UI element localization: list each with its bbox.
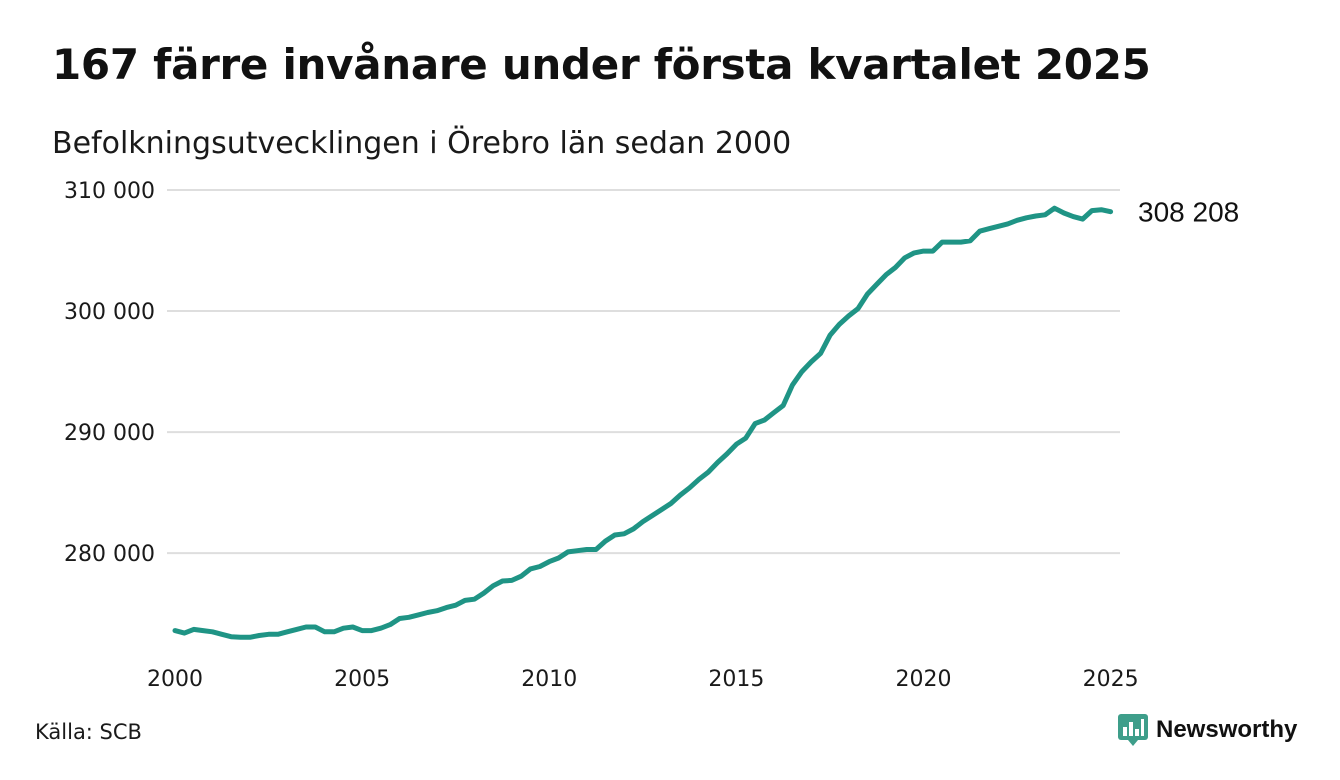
y-tick-label: 280 000 [64,542,155,567]
x-tick-label: 2015 [708,667,764,692]
end-value-label: 308 208 [1138,197,1239,228]
plot-area [172,205,1114,640]
y-tick-label: 290 000 [64,421,155,446]
x-tick-label: 2025 [1083,667,1139,692]
x-tick-label: 2005 [334,667,390,692]
chart-subtitle: Befolkningsutvecklingen i Örebro län sed… [52,126,792,161]
y-tick-label: 300 000 [64,300,155,325]
x-tick-label: 2000 [147,667,203,692]
x-tick-label: 2020 [896,667,952,692]
source-note: Källa: SCB [35,720,142,744]
population-line [172,205,1114,640]
x-axis: 2000 2005 2010 2015 2020 2025 [147,667,1139,692]
brand-name: Newsworthy [1156,716,1298,743]
gridlines [167,189,1120,555]
newsworthy-logo-icon [1118,714,1148,746]
x-tick-label: 2010 [521,667,577,692]
y-tick-label: 310 000 [64,179,155,204]
y-axis: 280 000 290 000 300 000 310 000 [64,179,155,567]
chart-title: 167 färre invånare under första kvartale… [52,40,1151,89]
end-label-group: 308 208 [1138,197,1239,228]
brand-logo[interactable]: Newsworthy [1118,714,1297,746]
